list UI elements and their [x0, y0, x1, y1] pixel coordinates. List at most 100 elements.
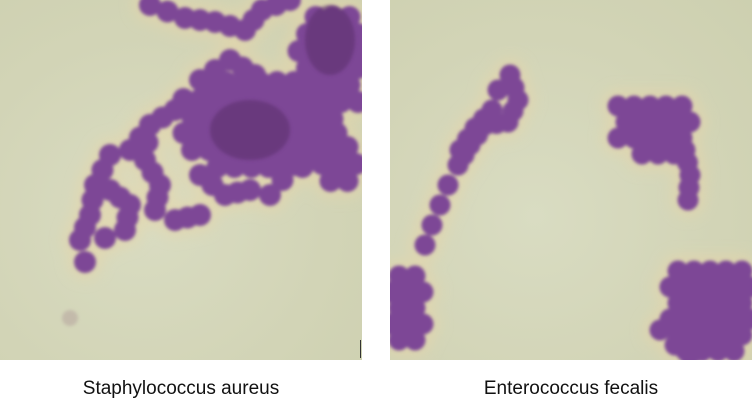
coccus-cell — [607, 95, 629, 117]
coccus-cell — [336, 170, 359, 192]
coccus-cell — [699, 292, 721, 314]
coccus-cell — [623, 95, 645, 117]
coccus-cell — [274, 88, 297, 110]
coccus-cell — [206, 156, 229, 178]
coccus-cell — [257, 156, 280, 178]
coccus-cell — [347, 57, 362, 79]
coccus-cell — [189, 204, 211, 226]
coccus-cell — [271, 169, 294, 191]
coccus-cell — [707, 340, 729, 360]
coccus-cell — [266, 71, 288, 93]
coccus-cell — [449, 139, 471, 161]
coccus-cell — [390, 297, 410, 319]
coccus-cell — [181, 105, 203, 127]
coccus-cell — [328, 153, 350, 175]
coccus-cell — [429, 194, 451, 216]
coccus-cell — [189, 122, 212, 144]
panel-divider-line — [360, 340, 361, 358]
coccus-cell — [664, 334, 686, 356]
coccus-cell — [412, 281, 434, 303]
coccus-cell — [437, 174, 459, 196]
coccus-cell — [304, 74, 327, 96]
coccus-cell — [345, 153, 362, 175]
coccus-cell — [279, 0, 301, 11]
coccus-cell — [691, 308, 713, 330]
coccus-cell — [723, 276, 745, 298]
caption-staphylococcus: Staphylococcus aureus — [82, 378, 280, 399]
coccus-cell — [731, 260, 752, 282]
coccus-cell — [404, 329, 426, 351]
coccus-cell — [647, 111, 669, 133]
caption-enterococcus: Enterococcus fecalis — [483, 378, 659, 399]
coccus-cell — [336, 136, 359, 158]
coccus-cell — [390, 265, 410, 287]
coccus-cell — [631, 111, 653, 133]
coccus-cell — [607, 127, 629, 149]
coccus-cell — [707, 308, 729, 330]
coccus-cell — [677, 189, 699, 211]
coccus-cell — [240, 156, 263, 178]
coccus-cell — [667, 260, 689, 282]
coccus-cell — [647, 143, 669, 165]
coccus-cell — [655, 95, 677, 117]
coccus-cell — [683, 260, 705, 282]
coccus-cell — [390, 329, 410, 351]
coccus-cell — [311, 153, 333, 175]
coccus-cell — [739, 276, 752, 298]
coccus-cell — [156, 0, 179, 23]
coccus-cell — [699, 260, 721, 282]
coccus-cell — [671, 95, 693, 117]
coccus-cell — [338, 74, 361, 96]
coccus-cell — [679, 344, 701, 360]
micrograph-staphylococcus — [0, 0, 362, 360]
coccus-cell — [347, 91, 362, 113]
coccus-cell — [679, 111, 701, 133]
coccus-cell — [659, 276, 681, 298]
coccus-cell — [675, 308, 697, 330]
coccus-cell — [667, 292, 689, 314]
coccus-cell — [287, 74, 310, 96]
coccus-cell — [631, 143, 653, 165]
coccus-cell — [330, 91, 352, 113]
coccus-cell — [319, 170, 342, 192]
coccus-cell — [691, 276, 713, 298]
coccus-cell — [259, 184, 281, 206]
coccus-cell — [319, 136, 342, 158]
coccus-cell — [414, 234, 436, 256]
coccus-cell — [172, 122, 195, 144]
coccus-cell — [139, 0, 161, 16]
coccus-cell — [69, 229, 91, 251]
coccus-cell — [284, 154, 306, 176]
coccus-cell — [139, 114, 161, 136]
coccus-cell — [623, 127, 645, 149]
coccus-cell — [114, 219, 136, 241]
coccus-cell — [739, 308, 752, 330]
coccus-cell — [487, 79, 509, 101]
coccus-cell — [287, 40, 310, 62]
coccus-cell — [396, 313, 418, 335]
coccus-cell — [723, 308, 745, 330]
coccus-cell — [283, 105, 305, 127]
coccus-cell — [412, 313, 434, 335]
coccus-cell — [675, 276, 697, 298]
coccus-cell — [302, 136, 325, 158]
coccus-cell — [396, 281, 418, 303]
coccus-cell — [313, 91, 335, 113]
coccus-cell — [239, 179, 261, 201]
coccus-cell — [683, 292, 705, 314]
micrograph-enterococcus — [390, 0, 752, 360]
coccus-cell — [198, 139, 220, 161]
staphylococcus-cluster-image — [62, 0, 362, 326]
coccus-cell — [94, 227, 116, 249]
coccus-cell — [663, 111, 685, 133]
coccus-cell — [404, 265, 426, 287]
coccus-cell — [136, 131, 159, 154]
coccus-cell — [707, 276, 729, 298]
coccus-cell — [683, 324, 705, 346]
coccus-cell — [74, 251, 96, 273]
coccus-cell — [615, 111, 637, 133]
coccus-cell — [321, 74, 344, 96]
coccus-cell — [715, 260, 737, 282]
coccus-cell — [649, 319, 671, 341]
coccus-cell — [731, 324, 752, 346]
